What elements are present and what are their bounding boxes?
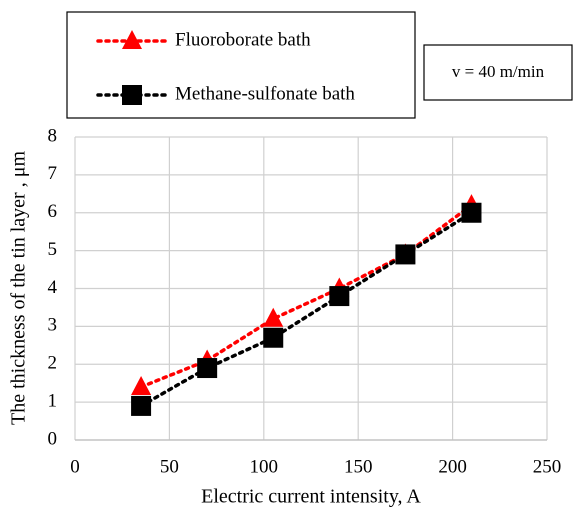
- y-tick-label: 0: [48, 428, 58, 449]
- y-tick-label: 5: [48, 239, 58, 260]
- x-axis-label: Electric current intensity, A: [201, 486, 421, 508]
- x-tick-label: 150: [344, 456, 373, 477]
- marker: [395, 244, 416, 265]
- marker: [131, 395, 152, 416]
- y-axis-label: The thickness of the tin layer , μm: [8, 151, 30, 425]
- y-tick-label: 1: [48, 390, 58, 411]
- legend-marker: [122, 85, 142, 105]
- marker: [461, 202, 482, 223]
- series-line: [139, 203, 474, 389]
- legend-label: Fluoroborate bath: [175, 29, 311, 50]
- y-tick-label: 2: [48, 353, 58, 374]
- marker: [131, 375, 152, 395]
- marker: [263, 307, 284, 327]
- series-line: [139, 211, 474, 408]
- x-tick-label: 0: [70, 456, 80, 477]
- marker: [263, 327, 284, 348]
- x-tick-label: 100: [250, 456, 279, 477]
- y-tick-label: 7: [48, 163, 58, 184]
- y-tick-label: 4: [48, 277, 58, 298]
- marker: [197, 358, 218, 379]
- legend-marker: [122, 30, 142, 49]
- y-tick-label: 3: [48, 315, 58, 336]
- y-tick-label: 6: [48, 201, 58, 222]
- annotation: v = 40 m/min: [452, 62, 545, 81]
- x-tick-label: 50: [160, 456, 179, 477]
- x-tick-label: 250: [533, 456, 562, 477]
- x-tick-label: 200: [438, 456, 467, 477]
- legend-label: Methane-sulfonate bath: [175, 83, 355, 104]
- marker: [329, 286, 350, 307]
- y-tick-label: 8: [48, 125, 58, 146]
- annotation-box: [423, 44, 573, 101]
